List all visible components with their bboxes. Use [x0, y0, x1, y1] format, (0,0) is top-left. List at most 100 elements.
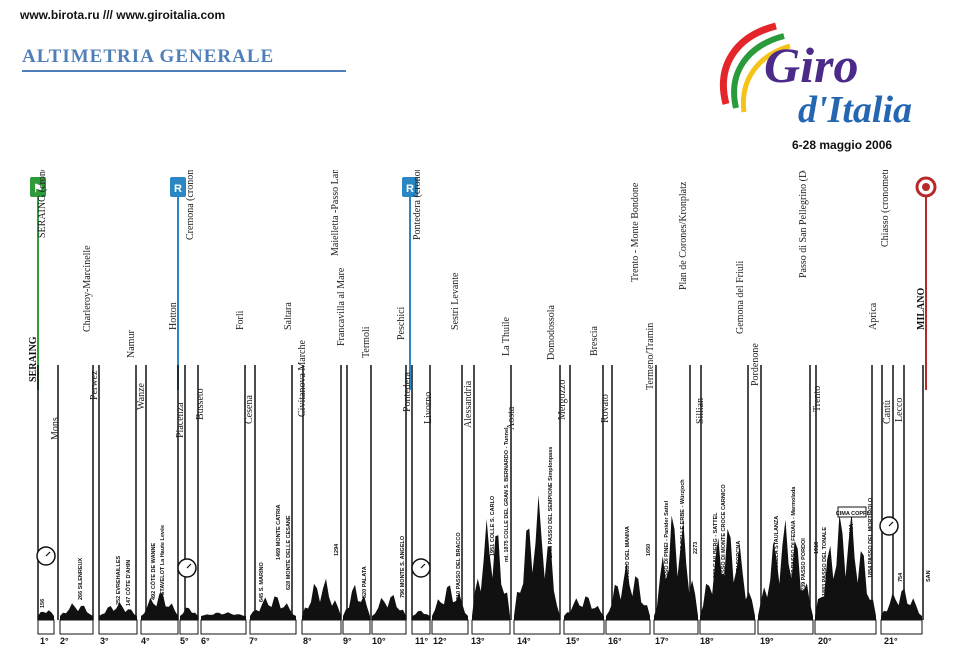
stage-number: 6°	[201, 636, 210, 646]
climb-label: 252 EVREHAILLES	[116, 555, 122, 605]
stage-number: 16°	[608, 636, 622, 646]
stage-number: 11°	[415, 636, 429, 646]
town-label: Piacenza	[175, 402, 186, 438]
stage-bar	[342, 619, 371, 635]
stage-number: 10°	[372, 636, 386, 646]
logo-text-ditalia: d'Italia	[798, 89, 912, 131]
climb-label: 1294	[334, 543, 340, 556]
town-label: Plan de Corones/Kronplatz	[678, 181, 689, 290]
footer-scale: SAN	[926, 570, 932, 582]
climb-label: 2239 PASSO PORDOI	[801, 538, 807, 594]
stage-profile	[472, 518, 510, 620]
cima-coppi-box	[837, 506, 867, 518]
town-label: SERAING (cronometro individuale)	[37, 170, 48, 238]
climb-label: 2618 PASSO DI GAVIA	[849, 524, 855, 582]
marker-label: R	[174, 183, 182, 195]
stage-number: 14°	[517, 636, 531, 646]
stage-number: 3°	[100, 636, 109, 646]
town-lines	[37, 365, 924, 620]
town-label: Forlì	[235, 310, 246, 330]
stage-number: 15°	[566, 636, 580, 646]
stage-bar	[814, 619, 877, 635]
town-label: Aprica	[868, 302, 879, 330]
stage-bar	[179, 619, 199, 635]
climb-label: 796 MONTE S. ANGELO	[400, 535, 406, 598]
town-label: Namur	[126, 330, 137, 358]
stage-bar	[98, 619, 138, 635]
climb-label: 628 MONTE DELLE CESANE	[286, 515, 292, 590]
climb-label: 156	[40, 599, 46, 608]
logo-arc-green	[731, 33, 785, 109]
stage-profile	[606, 562, 650, 620]
stage-bar	[880, 619, 923, 635]
stopwatch-hand	[45, 551, 51, 557]
stage-number: 20°	[818, 636, 832, 646]
stage-number: 18°	[700, 636, 714, 646]
stage-number: 9°	[343, 636, 352, 646]
climb-label: 1854 PASSO DEL MORTIROLO	[868, 497, 874, 578]
town-label: Trento - Monte Bondone	[630, 182, 641, 282]
town-label: Saltara	[283, 302, 294, 330]
town-label: Hotton	[168, 302, 179, 330]
town-label: Trento	[812, 386, 823, 412]
town-label: Domodossola	[546, 304, 557, 360]
stage-number: 7°	[249, 636, 258, 646]
title-underline	[22, 70, 346, 72]
stage-bar	[431, 619, 469, 635]
route-markers: ⚑ R R	[30, 176, 937, 390]
town-label: Cremona (cronometro a squadre)	[185, 170, 196, 240]
stage-number: 17°	[655, 636, 669, 646]
rest-day-icon	[170, 177, 186, 197]
header-urls: www.birota.ru /// www.giroitalia.com	[20, 8, 226, 22]
stage-profile	[815, 511, 876, 620]
town-label: Livorno	[423, 392, 434, 424]
town-label: Pontedera	[402, 371, 413, 412]
stage-profile	[250, 596, 296, 620]
climb-label: 1442 PASSO DI PINEI - Panider Sattel	[664, 500, 670, 598]
town-label: Cesena	[244, 395, 255, 424]
town-label: Busseto	[195, 388, 206, 420]
town-label: Chiasso (cronometro individuale)	[880, 170, 891, 247]
stage-profile	[201, 612, 246, 620]
stage-profile	[654, 515, 698, 620]
town-label: Peschici	[396, 306, 407, 340]
town-label: Maielletta -Passo Lanciano	[330, 170, 341, 256]
stage-number: 19°	[760, 636, 774, 646]
stage-profile	[60, 603, 93, 620]
climb-label: 520 PALATA	[362, 566, 368, 598]
town-label: Sestri Levante	[450, 272, 461, 330]
stage-profile	[432, 585, 468, 620]
climb-label: CIMA COPPI	[836, 511, 869, 517]
stage-profile	[700, 528, 755, 620]
town-label: Alessandria	[463, 380, 474, 428]
climb-label: 266 SILENREUX	[78, 557, 84, 600]
climb-label: 1883 PASSO DEL TONALE	[822, 527, 828, 596]
town-label: Termeno/Tramin	[645, 323, 656, 390]
stage-bar	[605, 619, 651, 635]
stage-number: 4°	[141, 636, 150, 646]
finish-dot	[922, 183, 930, 191]
climb-label: 963 GAILBERG - SATTEL	[713, 512, 719, 578]
stage-number: 12°	[433, 636, 447, 646]
town-label: Civitanova Marche	[297, 340, 308, 417]
town-label: Pontedera (cronometro individuale)	[412, 170, 423, 240]
stage-profile	[302, 578, 341, 620]
stage-bar	[513, 619, 561, 635]
stage-profile	[372, 595, 406, 620]
climb-label: 1987 PASSO DELLE ERBE - Würzjoch	[680, 479, 686, 578]
stage-profile	[99, 602, 137, 620]
climb-label: 645 S. MARINO	[259, 562, 265, 602]
town-label: Sillian	[695, 398, 706, 424]
stage-bar	[371, 619, 407, 635]
rest-day-icon	[402, 177, 418, 197]
marker-label: ⚑	[33, 183, 43, 195]
stage-profile	[141, 593, 178, 620]
climb-label: ml. 1875 COLLE DEL GRAN S. BERNARDO - Tu…	[504, 427, 510, 562]
town-label: Termoli	[361, 326, 372, 358]
town-label: Wanze	[136, 382, 147, 410]
climb-label: 754	[898, 572, 904, 582]
town-label: Gemona del Friuli	[735, 260, 746, 334]
stage-profile	[881, 588, 922, 620]
stage-bar	[140, 619, 179, 635]
race-dates: 6-28 maggio 2006	[792, 138, 893, 152]
